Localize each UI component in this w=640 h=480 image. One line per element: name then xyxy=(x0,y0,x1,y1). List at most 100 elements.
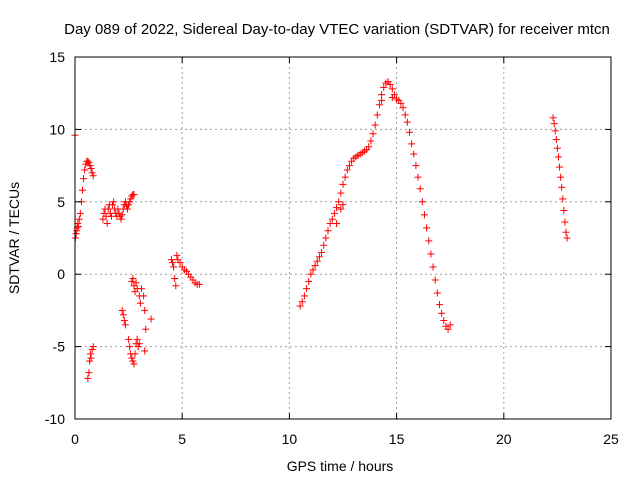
data-point xyxy=(328,215,336,223)
data-point xyxy=(147,315,155,323)
data-point xyxy=(110,198,118,206)
data-point xyxy=(337,189,345,197)
data-point xyxy=(416,185,424,193)
x-tick-label: 20 xyxy=(496,431,512,447)
x-tick-label: 10 xyxy=(282,431,298,447)
data-point xyxy=(562,228,570,236)
data-point xyxy=(296,302,304,310)
data-point xyxy=(335,198,343,206)
y-tick-label: 15 xyxy=(49,49,65,65)
data-point xyxy=(339,180,347,188)
data-point xyxy=(367,137,375,145)
data-point xyxy=(118,306,126,314)
data-point xyxy=(549,114,557,122)
data-point xyxy=(117,215,125,223)
data-point xyxy=(169,259,177,267)
data-point xyxy=(438,309,446,317)
y-tick-label: 0 xyxy=(57,266,65,282)
data-point xyxy=(403,118,411,126)
data-point xyxy=(80,175,88,183)
data-point xyxy=(88,345,96,353)
data-point xyxy=(550,120,558,128)
data-point xyxy=(120,317,128,325)
data-point xyxy=(167,256,175,264)
data-point xyxy=(88,169,96,177)
data-point xyxy=(76,209,84,217)
data-point xyxy=(109,201,117,209)
data-point xyxy=(369,130,377,138)
data-point xyxy=(84,157,92,165)
data-point xyxy=(129,275,137,283)
data-point xyxy=(172,282,180,290)
data-point xyxy=(433,289,441,297)
data-point xyxy=(128,354,136,362)
data-point xyxy=(556,163,564,171)
data-point xyxy=(553,144,561,152)
data-point xyxy=(176,259,184,267)
data-point xyxy=(125,201,133,209)
data-point xyxy=(412,162,420,170)
data-point xyxy=(140,292,148,300)
data-point xyxy=(405,128,413,136)
x-tick-label: 0 xyxy=(71,431,79,447)
data-point xyxy=(125,335,133,343)
data-point xyxy=(559,195,567,203)
data-point xyxy=(195,280,203,288)
data-point xyxy=(386,81,394,89)
data-point xyxy=(87,354,95,362)
data-point xyxy=(298,298,306,306)
data-point xyxy=(135,340,143,348)
data-point xyxy=(318,248,326,256)
y-tick-label: -5 xyxy=(53,339,66,355)
data-point xyxy=(84,374,92,382)
data-point xyxy=(104,205,112,213)
data-point xyxy=(89,172,97,180)
data-point xyxy=(121,321,129,329)
data-point xyxy=(170,263,178,271)
y-tick-label: -10 xyxy=(45,411,65,427)
data-point xyxy=(173,251,181,259)
data-point xyxy=(388,85,396,93)
data-point xyxy=(72,230,80,238)
data-point xyxy=(320,241,328,249)
data-point xyxy=(557,173,565,181)
data-point xyxy=(401,111,409,119)
data-point xyxy=(410,150,418,158)
data-point xyxy=(427,250,435,258)
data-point xyxy=(119,311,127,319)
data-point xyxy=(142,325,150,333)
data-point xyxy=(435,301,443,309)
data-point xyxy=(371,121,379,129)
data-point xyxy=(118,211,126,219)
data-point xyxy=(563,234,571,242)
data-point xyxy=(75,215,83,223)
data-point xyxy=(339,201,347,209)
data-point xyxy=(341,173,349,181)
plot-frame xyxy=(74,56,612,420)
data-point xyxy=(313,257,321,265)
data-point xyxy=(132,279,140,287)
data-point xyxy=(131,350,139,358)
data-point xyxy=(130,191,138,199)
data-point xyxy=(423,224,431,232)
data-point xyxy=(305,277,313,285)
data-point xyxy=(133,335,141,343)
data-point xyxy=(446,321,454,329)
x-tick-label: 5 xyxy=(178,431,186,447)
data-point xyxy=(440,317,448,325)
data-point xyxy=(311,262,319,270)
data-point xyxy=(560,206,568,214)
data-point xyxy=(141,306,149,314)
data-point xyxy=(333,204,341,212)
data-point xyxy=(378,96,386,104)
data-point xyxy=(399,104,407,112)
data-point xyxy=(420,211,428,219)
data-point xyxy=(99,215,107,223)
data-point xyxy=(129,357,137,365)
data-point xyxy=(127,195,135,203)
data-point xyxy=(408,140,416,148)
data-point xyxy=(136,299,144,307)
data-point xyxy=(126,198,134,206)
x-axis-ticks: 0 5 10 15 20 25 xyxy=(71,57,619,447)
